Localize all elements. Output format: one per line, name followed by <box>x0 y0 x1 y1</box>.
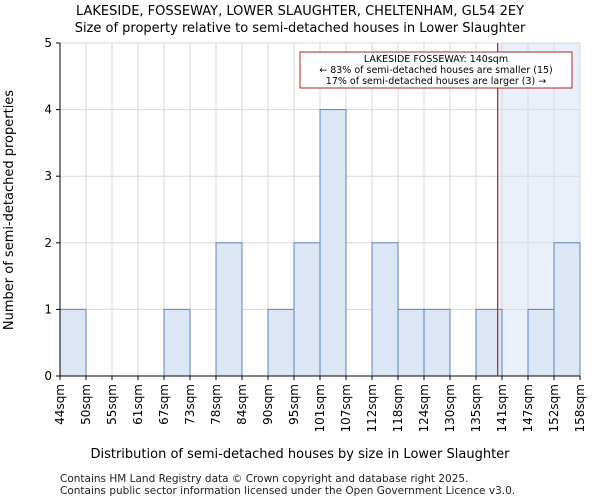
x-tick-label: 73sqm <box>183 384 197 425</box>
x-tick-label: 90sqm <box>261 384 275 425</box>
x-tick-label: 44sqm <box>53 384 67 425</box>
histogram-bar <box>527 308 555 377</box>
x-tick-label: 130sqm <box>443 384 457 432</box>
y-tick-label: 4 <box>44 103 52 117</box>
histogram-bar <box>267 308 295 377</box>
y-tick-label: 1 <box>44 302 52 316</box>
histogram-bar <box>59 308 87 377</box>
histogram-bar <box>397 308 425 377</box>
chart-title: LAKESIDE, FOSSEWAY, LOWER SLAUGHTER, CHE… <box>76 4 524 19</box>
x-tick-label: 118sqm <box>391 384 405 432</box>
x-tick-label: 67sqm <box>157 384 171 425</box>
annotation-line: 17% of semi-detached houses are larger (… <box>326 76 546 87</box>
plot-area: 0 1 2 3 4 5 44sqm 50sqm 55sqm 61sqm 67sqm 73sqm 78sq… <box>44 36 587 432</box>
x-tick-label: 101sqm <box>313 384 327 432</box>
footer-licence: Contains public sector information licen… <box>60 485 516 497</box>
y-tick-label: 2 <box>44 236 52 250</box>
histogram-bar <box>293 242 321 377</box>
x-tick-label: 50sqm <box>79 384 93 425</box>
x-tick-label: 78sqm <box>209 384 223 425</box>
y-tick-label: 0 <box>44 369 52 383</box>
x-tick-label: 55sqm <box>105 384 119 425</box>
histogram-bar <box>163 308 191 377</box>
x-tick-label: 61sqm <box>131 384 145 425</box>
x-axis-label: Distribution of semi-detached houses by … <box>90 447 510 462</box>
annotation-line: LAKESIDE FOSSEWAY: 140sqm <box>364 54 508 65</box>
annotation-box <box>299 51 573 89</box>
x-tick-label: 152sqm <box>547 384 561 432</box>
histogram-bar <box>215 242 243 377</box>
chart-subtitle: Size of property relative to semi-detach… <box>75 21 526 36</box>
x-tick-label: 147sqm <box>521 384 535 432</box>
histogram-bar <box>319 109 347 377</box>
footer-copyright: Contains HM Land Registry data © Crown c… <box>60 473 469 485</box>
x-tick-label: 158sqm <box>573 384 587 432</box>
x-tick-label: 141sqm <box>495 384 509 432</box>
x-tick-label: 84sqm <box>235 384 249 425</box>
y-tick-label: 5 <box>44 36 52 50</box>
x-tick-label: 135sqm <box>469 384 483 432</box>
histogram-bar <box>423 308 451 377</box>
histogram-bar <box>371 242 399 377</box>
x-tick-label: 107sqm <box>339 384 353 432</box>
x-tick-label: 95sqm <box>287 384 301 425</box>
x-tick-label: 112sqm <box>365 384 379 432</box>
x-tick-label: 124sqm <box>417 384 431 432</box>
y-axis-label: Number of semi-detached properties <box>2 90 17 330</box>
annotation-line: ← 83% of semi-detached houses are smalle… <box>319 65 553 76</box>
histogram-bar <box>553 242 581 377</box>
y-tick-label: 3 <box>44 169 52 183</box>
